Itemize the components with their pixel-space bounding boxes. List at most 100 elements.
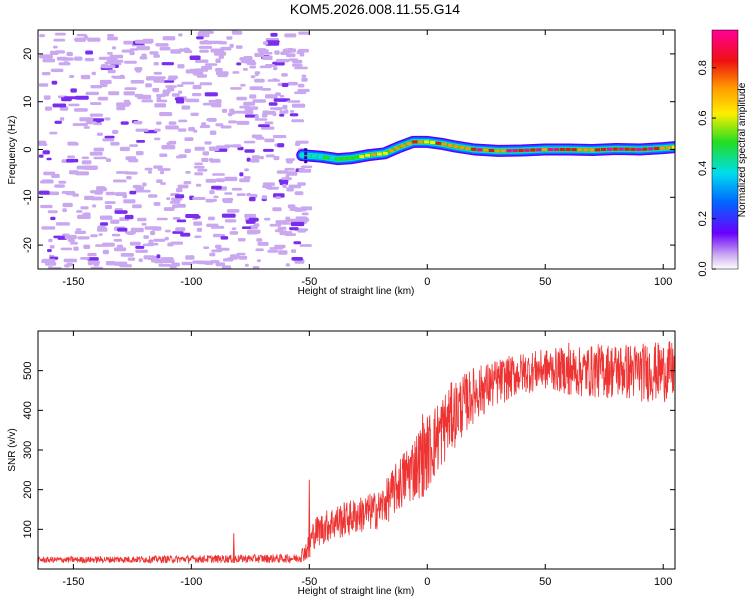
noise-pixel [154,137,161,141]
noise-pixel [96,119,102,123]
noise-pixel [289,113,299,117]
noise-pixel [250,193,258,198]
noise-pixel [49,245,55,249]
noise-pixel [267,79,280,82]
noise-pixel [220,236,229,240]
signal-core-cell [559,148,565,151]
noise-pixel [204,261,214,265]
noise-pixel [277,226,287,230]
noise-pixel [192,71,204,75]
noise-pixel [160,182,166,185]
noise-pixel [284,233,296,236]
snr-spike [308,479,311,558]
noise-pixel [153,54,160,58]
spectrogram-x-tick-label: -100 [180,276,202,288]
snr-line [38,341,675,565]
noise-pixel [194,172,204,176]
signal-core-cell [524,148,530,152]
noise-pixel [120,121,129,125]
signal-core-cell [642,147,648,151]
noise-pixel [100,222,109,226]
noise-pixel [224,176,238,182]
noise-pixel [188,127,195,132]
snr-y-tick-label: 400 [22,401,34,419]
noise-pixel [164,236,169,241]
noise-pixel [111,46,117,50]
noise-pixel [232,71,240,74]
noise-pixel [158,263,172,267]
signal-onset-mark [304,148,308,152]
colorbar-tick-label: 0.6 [697,110,709,125]
noise-pixel [178,119,188,123]
noise-pixel [156,179,163,183]
noise-pixel [175,99,185,104]
noise-pixel [286,187,294,192]
noise-pixel [97,96,109,101]
noise-pixel [159,153,168,157]
spectrogram-x-tick-label: -50 [301,276,317,288]
noise-pixel [231,227,237,231]
noise-pixel [61,57,74,61]
spectrogram-y-tick-label: -10 [22,189,34,205]
noise-pixel [226,36,233,40]
signal-core-cell [512,149,518,153]
colorbar-label: Normalized spectral amplitude [737,82,748,217]
noise-pixel [157,168,171,171]
noise-pixel [135,151,144,156]
noise-pixel [256,259,261,263]
noise-pixel [135,69,142,73]
noise-pixel [107,69,116,74]
noise-pixel [81,160,92,165]
noise-pixel [193,129,198,133]
noise-pixel [43,95,51,100]
noise-pixel [172,231,184,234]
noise-pixel [116,106,126,111]
noise-pixel [70,88,77,93]
noise-pixel [243,140,256,144]
noise-pixel [206,223,219,227]
noise-pixel [261,195,268,200]
noise-pixel [215,262,226,267]
noise-pixel [214,99,222,104]
snr-x-tick-label: -100 [180,576,202,588]
noise-pixel [75,228,82,231]
noise-pixel [194,165,205,169]
noise-pixel [255,136,265,140]
noise-pixel [48,238,53,243]
noise-pixel [124,171,138,175]
noise-pixel [197,168,208,172]
signal-onset-mark [304,156,308,160]
noise-pixel [154,128,161,132]
signal-core-cell [583,148,589,152]
noise-pixel [281,73,288,77]
noise-pixel [242,68,248,71]
noise-pixel [142,243,154,247]
noise-pixel [123,40,133,45]
noise-pixel [278,250,288,255]
noise-pixel [161,145,176,150]
noise-pixel [287,81,298,86]
signal-core-cell [341,157,347,161]
noise-pixel [159,112,173,117]
noise-pixel [80,206,89,210]
noise-pixel [51,80,58,85]
noise-pixel [205,178,217,183]
noise-pixel [149,51,159,55]
noise-pixel [38,154,44,158]
noise-pixel [275,58,290,63]
noise-pixel [248,217,259,222]
noise-pixel [111,233,121,237]
noise-pixel [251,155,261,160]
noise-pixel [50,68,64,73]
snr-y-tick-label: 300 [22,441,34,459]
noise-pixel [74,108,88,112]
snr-spike [567,342,570,395]
noise-pixel [221,108,228,113]
noise-pixel [235,45,243,49]
noise-pixel [274,92,281,96]
noise-pixel [224,192,233,195]
noise-pixel [213,195,219,199]
noise-pixel [169,264,177,269]
signal-core-cell [459,146,465,149]
noise-pixel [209,252,216,257]
